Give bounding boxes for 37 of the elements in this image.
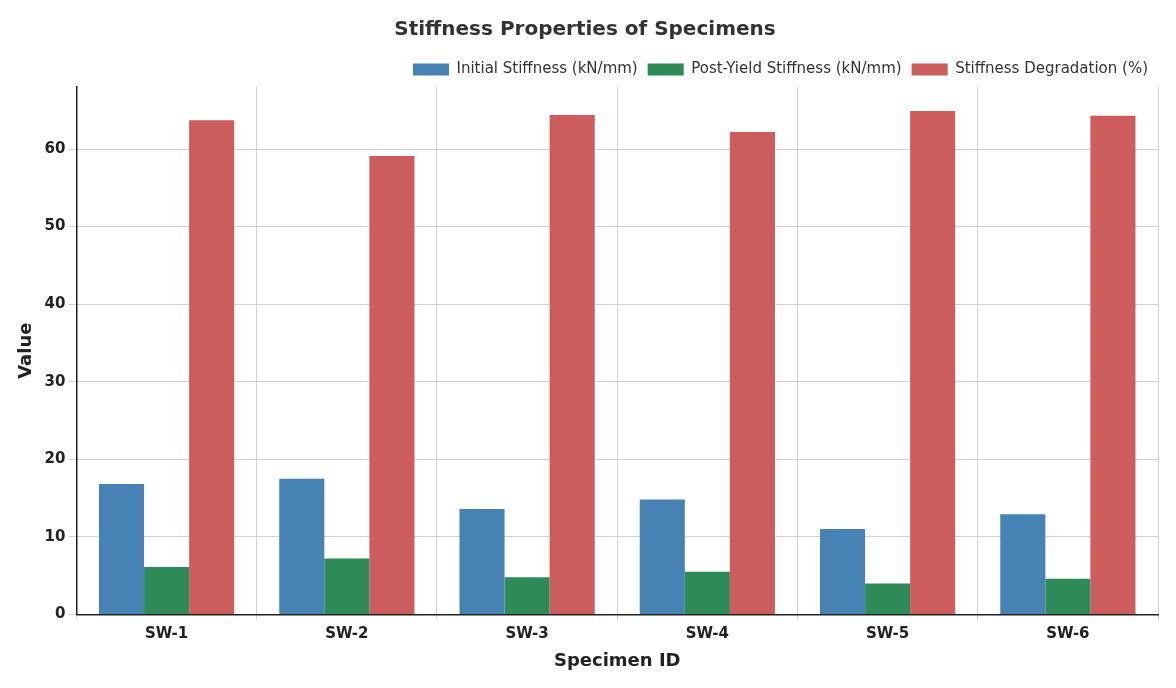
bar: [1045, 578, 1091, 614]
bar: [820, 529, 866, 614]
y-tick-label: 10: [44, 526, 66, 545]
x-tick-label: SW-4: [685, 624, 730, 643]
chart-title: Stiffness Properties of Specimens: [394, 16, 776, 41]
bar: [279, 478, 325, 614]
y-tick-label: 60: [44, 138, 66, 157]
bar: [369, 156, 415, 614]
x-tick-label: SW-1: [144, 624, 189, 643]
y-axis-title: Value: [14, 322, 36, 379]
bar: [549, 114, 595, 614]
bar: [144, 567, 190, 614]
bar: [1000, 514, 1046, 614]
x-axis-title: Specimen ID: [553, 648, 681, 670]
bar: [684, 571, 730, 614]
bar: [99, 484, 145, 614]
x-tick-label: SW-2: [325, 624, 369, 643]
x-tick-label: SW-5: [865, 624, 910, 643]
bar: [504, 577, 550, 614]
x-tick-label: SW-6: [1046, 624, 1090, 643]
legend-label: Initial Stiffness (kN/mm): [456, 59, 638, 78]
legend-label: Post-Yield Stiffness (kN/mm): [691, 59, 902, 78]
legend-label: Stiffness Degradation (%): [955, 59, 1149, 78]
bar: [910, 111, 956, 614]
y-tick-label: 20: [44, 449, 66, 468]
bar: [189, 120, 235, 614]
bar: [639, 499, 685, 614]
y-tick-label: 40: [44, 294, 66, 313]
y-tick-label: 30: [44, 371, 66, 390]
x-tick-label: SW-3: [505, 624, 549, 643]
bar: [865, 583, 911, 614]
y-tick-label: 0: [55, 604, 66, 623]
y-tick-label: 50: [44, 216, 66, 235]
bar: [729, 131, 775, 614]
bar: [1090, 115, 1136, 614]
bar: [324, 558, 370, 614]
bar: [459, 508, 505, 614]
